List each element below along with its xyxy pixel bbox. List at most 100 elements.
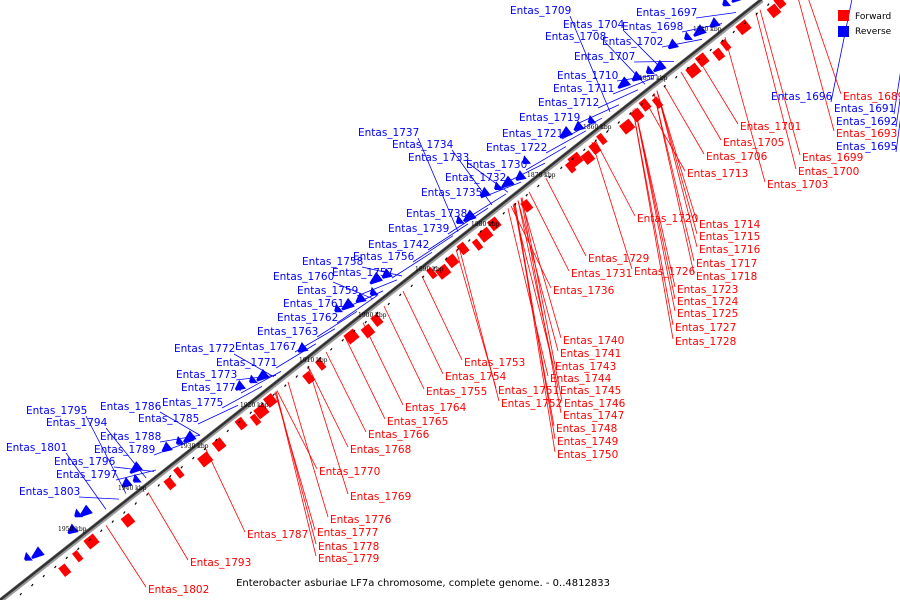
forward-gene-label: Entas_1753: [464, 357, 525, 369]
label-connector: [287, 381, 329, 518]
forward-gene-arrow: [719, 38, 732, 52]
reverse-gene-label: Entas_1763: [257, 326, 318, 338]
label-connector: [197, 404, 239, 425]
label-connector: [115, 469, 157, 481]
label-connector: [361, 266, 403, 277]
axis-dash: [318, 357, 321, 360]
label-connector: [653, 93, 695, 275]
axis-dash: [215, 438, 218, 442]
axis-dash: [767, 3, 770, 6]
axis-dash: [399, 293, 402, 297]
label-connector: [632, 109, 674, 326]
reverse-gene-arrow: [183, 430, 197, 443]
label-connector: [402, 290, 444, 375]
reverse-gene-arrow: [455, 215, 465, 224]
forward-gene-arrow: [564, 161, 577, 174]
axis-dash: [180, 465, 183, 469]
reverse-gene-arrow: [617, 76, 632, 89]
forward-gene-label: Entas_1752: [501, 398, 562, 410]
reverse-gene-label: Entas_1711: [553, 83, 614, 95]
label-connector: [520, 197, 562, 339]
label-connector: [661, 38, 703, 48]
forward-gene-arrow: [520, 199, 534, 213]
label-connector: [520, 198, 562, 414]
reverse-gene-arrow: [31, 546, 45, 559]
reverse-gene-arrow: [381, 267, 393, 279]
reverse-gene-label: Entas_1738: [406, 208, 467, 220]
forward-gene-arrow: [58, 563, 72, 577]
label-connector: [656, 90, 698, 248]
axis-dash: [583, 148, 586, 152]
reverse-gene-label: Entas_1737: [358, 127, 419, 139]
forward-gene-arrow: [712, 47, 726, 62]
reverse-gene-arrow: [341, 297, 355, 311]
reverse-gene-label: Entas_1767: [235, 341, 296, 353]
axis-dash: [65, 556, 68, 560]
label-connector: [656, 90, 698, 223]
reverse-gene-arrow: [369, 286, 379, 296]
axis-dash: [560, 166, 563, 170]
reverse-gene-label: Entas_1707: [574, 51, 635, 63]
label-connector: [528, 191, 570, 272]
forward-gene-label: Entas_1755: [426, 386, 487, 398]
label-connector: [235, 374, 277, 381]
label-connector: [307, 365, 349, 495]
reverse-gene-label: Entas_1796: [54, 456, 116, 468]
forward-gene-arrow: [173, 466, 185, 479]
reverse-gene-arrow: [161, 441, 173, 453]
reverse-gene-label: Entas_1691: [834, 103, 895, 115]
label-connector: [105, 525, 147, 588]
axis-dash: [88, 538, 91, 542]
tick-label: 1870 kbp: [527, 172, 556, 179]
reverse-gene-label: Entas_1774: [181, 382, 243, 394]
reverse-gene-label: Entas_1773: [176, 369, 237, 381]
forward-gene-arrow: [471, 238, 484, 251]
reverse-gene-label: Entas_1789: [94, 444, 155, 456]
axis-dash: [100, 529, 103, 533]
axis-dash: [491, 220, 494, 224]
axis-dash: [226, 429, 229, 433]
label-connector: [653, 93, 695, 262]
reverse-gene-label: Entas_1722: [486, 142, 547, 154]
label-connector: [412, 235, 454, 263]
axis-dash: [238, 420, 241, 424]
forward-gene-arrow: [83, 533, 100, 550]
reverse-gene-label: Entas_1734: [392, 139, 454, 151]
axis-dash: [445, 257, 448, 260]
axis-dash: [652, 93, 655, 97]
label-connector: [504, 162, 546, 184]
reverse-gene-arrow: [587, 114, 597, 124]
tick-label: 1930 kbp: [180, 443, 209, 450]
forward-gene-label: Entas_1779: [318, 553, 379, 565]
axis-dash: [606, 130, 609, 133]
forward-gene-label: Entas_1729: [588, 253, 649, 265]
reverse-gene-arrow: [129, 461, 144, 474]
gene-features: [19, 0, 787, 596]
legend: Forward Reverse: [838, 10, 892, 37]
axis-dash: [617, 121, 620, 124]
axis-dash: [261, 402, 264, 406]
tick-label: 1940 kbp: [118, 485, 147, 492]
label-connector: [597, 89, 639, 109]
axis-dash: [31, 583, 34, 587]
chart-caption: Enterobacter asburiae LF7a chromosome, c…: [236, 578, 610, 589]
forward-gene-arrow: [163, 476, 177, 491]
forward-gene-label: Entas_1718: [696, 271, 757, 283]
axis-dash: [537, 184, 540, 188]
label-connector: [153, 439, 195, 456]
axis-dash: [433, 266, 436, 270]
reverse-gene-arrow: [175, 435, 185, 445]
forward-gene-arrow: [486, 216, 502, 232]
reverse-gene-arrow: [501, 175, 515, 189]
forward-gene-arrow: [596, 132, 608, 146]
axis-dash: [755, 12, 758, 16]
reverse-gene-label: Entas_1775: [162, 397, 223, 409]
forward-gene-label: Entas_1754: [445, 371, 507, 383]
reverse-gene-label: Entas_1719: [519, 112, 580, 124]
reverse-gene-arrow: [132, 473, 142, 483]
reverse-gene-label: Entas_1786: [100, 401, 162, 413]
reverse-gene-arrow: [334, 303, 344, 313]
forward-gene-arrow: [211, 437, 227, 453]
tick-label: 1920 kbp: [240, 402, 269, 409]
